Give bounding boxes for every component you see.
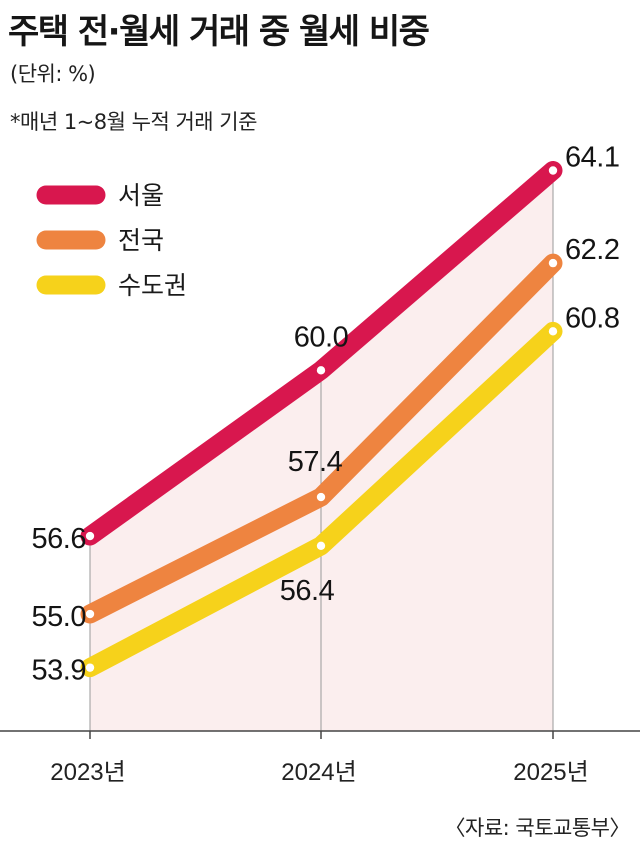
legend-label: 서울 <box>118 181 164 210</box>
series-layer <box>80 160 563 678</box>
legend-label: 전국 <box>118 226 164 255</box>
data-label: 64.1 <box>565 141 619 173</box>
data-point <box>85 663 95 672</box>
data-point <box>548 166 558 175</box>
legend-label: 수도권 <box>118 271 187 300</box>
data-labels: 56.6 60.0 64.1 55.0 57.4 62.2 53.9 56.4 60.8 <box>32 141 620 686</box>
source-credit: 〈자료: 국토교통부〉 <box>444 816 631 840</box>
footnote: *매년 1~8월 누적 거래 기준 <box>10 110 257 134</box>
data-point <box>85 531 95 541</box>
data-label: 60.0 <box>294 321 348 353</box>
data-label: 53.9 <box>32 655 86 687</box>
unit-label: (단위: %) <box>10 62 96 86</box>
x-tick-label: 2023년 <box>50 759 125 786</box>
data-label: 56.6 <box>32 523 86 555</box>
data-point <box>85 609 95 619</box>
data-label: 56.4 <box>280 575 335 607</box>
data-point <box>316 492 326 502</box>
chart-title: 주택 전·월세 거래 중 월세 비중 <box>8 12 430 52</box>
data-point <box>548 258 558 268</box>
data-label: 62.2 <box>565 234 619 266</box>
data-point <box>548 327 558 336</box>
data-label: 60.8 <box>565 302 619 334</box>
x-tick-label: 2024년 <box>281 759 356 786</box>
data-point <box>316 366 326 375</box>
data-label: 55.0 <box>32 601 86 633</box>
data-label: 57.4 <box>288 446 343 478</box>
x-axis-ticks: 2023년 2024년 2025년 <box>50 731 589 786</box>
x-tick-label: 2025년 <box>513 759 588 786</box>
data-point <box>316 541 326 550</box>
